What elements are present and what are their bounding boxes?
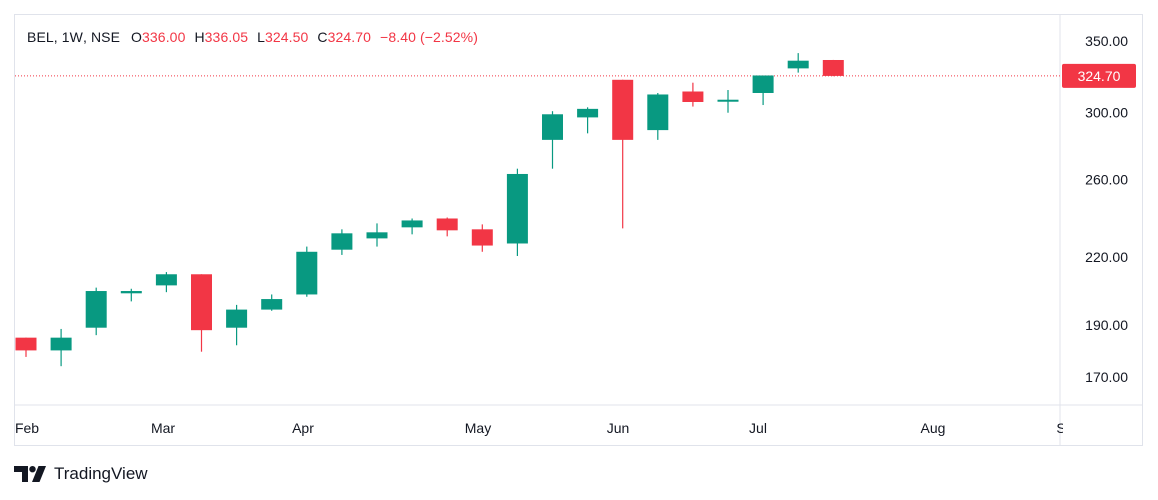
candle-body — [261, 299, 283, 310]
candle — [787, 53, 809, 73]
candle — [647, 92, 669, 140]
x-tick-label: Jul — [749, 420, 767, 436]
y-tick-label: 260.00 — [1085, 171, 1128, 187]
candle-body — [787, 60, 809, 69]
chart-frame — [14, 14, 1143, 446]
candle-body — [85, 291, 107, 328]
candle — [577, 107, 599, 134]
candle-body — [155, 274, 177, 286]
candle — [155, 272, 177, 293]
y-tick-label: 300.00 — [1085, 105, 1128, 121]
candle-body — [506, 173, 528, 244]
candle-body — [577, 108, 599, 118]
legend-exchange: NSE — [90, 29, 121, 45]
legend-high-label: H — [194, 29, 205, 45]
candle — [120, 288, 142, 302]
candle — [366, 223, 388, 247]
candle — [85, 287, 107, 336]
candle — [822, 59, 844, 77]
candle-body — [436, 218, 458, 231]
x-tick-label: Apr — [292, 420, 314, 436]
candle — [752, 75, 774, 106]
candle-body — [752, 75, 774, 93]
legend-open-label: O — [131, 29, 143, 45]
legend-high-value: 336.05 — [204, 29, 249, 45]
legend-separator: , — [82, 29, 91, 45]
x-tick-label: Jun — [607, 420, 630, 436]
ohlc-legend: BEL, 1W, NSE O336.00 H336.05 L324.50 C324.70… — [27, 29, 487, 45]
last-price-tag: 324.70 — [1062, 63, 1136, 88]
candle-body — [401, 220, 423, 228]
tradingview-brand[interactable]: TradingView — [14, 462, 148, 486]
candle — [542, 111, 563, 169]
candle-body — [647, 94, 669, 131]
legend-low-value: 324.50 — [264, 29, 309, 45]
candle — [717, 90, 739, 113]
candle — [682, 82, 704, 107]
legend-low-label: L — [257, 29, 265, 45]
candle — [50, 328, 72, 367]
candle — [296, 246, 318, 297]
candle — [191, 274, 212, 352]
y-axis[interactable]: 350.00 300.00 260.00 220.00 190.00 170.00 — [1085, 33, 1128, 385]
legend-open-value: 336.00 — [142, 29, 186, 45]
candle-body — [331, 233, 353, 250]
legend-symbol: BEL — [27, 29, 54, 45]
candle — [471, 224, 493, 252]
legend-close-value: 324.70 — [327, 29, 372, 45]
legend-change-value: −8.40 (−2.52%) — [380, 29, 478, 45]
x-tick-label: Feb — [15, 420, 39, 436]
y-tick-label: 220.00 — [1085, 249, 1128, 265]
legend-separator: , — [53, 29, 62, 45]
x-tick-label: Mar — [151, 420, 175, 436]
candle — [261, 294, 283, 311]
candle-body — [366, 232, 388, 239]
candle — [506, 168, 528, 256]
x-tick-label: May — [465, 420, 491, 436]
candle-body — [717, 99, 739, 102]
x-axis[interactable]: Feb Mar Apr May Jun Jul Aug S — [15, 420, 1066, 436]
legend-close-label: C — [317, 29, 328, 45]
candle — [15, 337, 37, 357]
last-price-tag-label: 324.70 — [1078, 68, 1121, 84]
candle-body — [296, 251, 318, 295]
candle — [436, 217, 458, 237]
y-tick-label: 190.00 — [1085, 317, 1128, 333]
candle — [331, 229, 353, 255]
brand-name: TradingView — [54, 464, 148, 483]
y-tick-label: 350.00 — [1085, 33, 1128, 49]
candle-body — [822, 59, 844, 76]
candle-body — [120, 291, 142, 294]
x-tick-label: S — [1056, 420, 1065, 436]
candle-body — [50, 337, 72, 351]
candle-body — [612, 79, 634, 140]
tradingview-logo-icon — [14, 466, 46, 482]
candle-body — [542, 114, 563, 140]
chart-gridlines — [15, 15, 1143, 446]
candle-body — [191, 274, 212, 331]
candle — [401, 218, 423, 235]
legend-interval: 1W — [61, 29, 83, 45]
candles — [15, 53, 844, 367]
candle — [612, 79, 634, 229]
x-tick-label: Aug — [921, 420, 946, 436]
candle-body — [682, 91, 704, 102]
y-tick-label: 170.00 — [1085, 369, 1128, 385]
candle-body — [471, 229, 493, 246]
candle-body — [15, 337, 37, 351]
candle-body — [226, 309, 248, 328]
candle — [226, 304, 248, 346]
last-price-tag-bg — [1062, 63, 1136, 88]
